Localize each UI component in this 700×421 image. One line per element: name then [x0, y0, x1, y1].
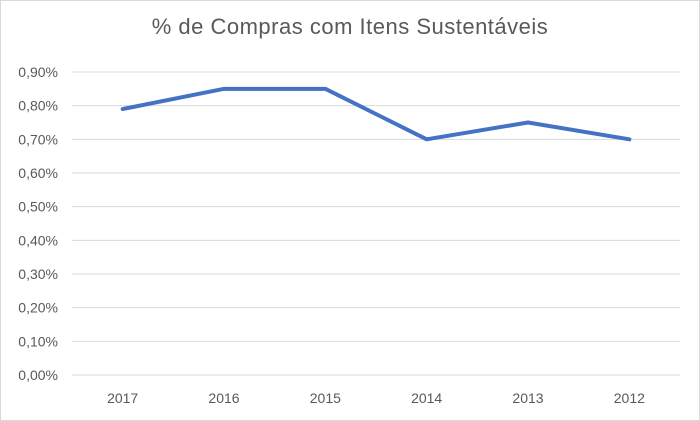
x-tick-label: 2015: [310, 390, 341, 406]
x-tick-label: 2016: [208, 390, 239, 406]
x-tick-label: 2014: [411, 390, 442, 406]
x-tick-label: 2017: [107, 390, 138, 406]
y-tick-label: 0,00%: [18, 367, 58, 383]
y-tick-label: 0,60%: [18, 165, 58, 181]
y-tick-label: 0,10%: [18, 333, 58, 349]
y-tick-label: 0,50%: [18, 199, 58, 215]
x-axis-tick-labels: 2017 2016 2015 2014 2013 2012: [107, 390, 645, 406]
y-tick-label: 0,70%: [18, 131, 58, 147]
y-tick-label: 0,80%: [18, 98, 58, 114]
y-tick-label: 0,40%: [18, 232, 58, 248]
y-axis-tick-labels: 0,00% 0,10% 0,20% 0,30% 0,40% 0,50% 0,60% 0,70%…: [18, 64, 58, 383]
y-tick-label: 0,90%: [18, 64, 58, 80]
chart-title: % de Compras com Itens Sustentáveis: [151, 14, 549, 39]
x-tick-label: 2013: [512, 390, 543, 406]
series-line: [120, 86, 632, 142]
x-tick-label: 2012: [614, 390, 645, 406]
series-layer: [120, 86, 632, 142]
gridlines: [72, 71, 680, 376]
y-tick-label: 0,30%: [18, 266, 58, 282]
y-tick-label: 0,20%: [18, 300, 58, 316]
